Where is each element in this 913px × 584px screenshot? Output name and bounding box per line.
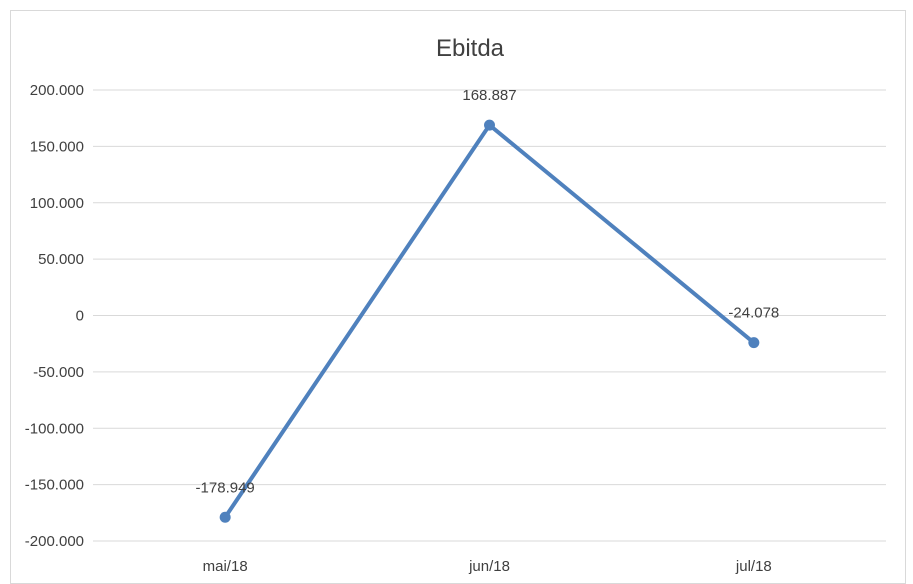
y-tick-label: 0: [76, 308, 84, 325]
data-label: -24.078: [728, 305, 779, 322]
y-tick-label: -50.000: [33, 364, 84, 381]
x-tick-label: mai/18: [203, 558, 248, 575]
y-tick-label: 200.000: [30, 82, 84, 99]
chart-title: Ebitda: [436, 35, 505, 62]
data-label: 168.887: [462, 87, 516, 104]
y-tick-label: 50.000: [38, 251, 84, 268]
chart-frame: [10, 10, 906, 584]
data-label: -178.949: [196, 479, 255, 496]
y-tick-label: -150.000: [25, 477, 84, 494]
gridlines: [93, 89, 886, 542]
series-line: [223, 123, 756, 520]
y-tick-label: 150.000: [30, 138, 84, 155]
x-tick-label: jun/18: [468, 558, 510, 575]
x-tick-label: jul/18: [735, 558, 772, 575]
y-tick-label: -200.000: [25, 533, 84, 550]
y-axis-ticks: 200.000 150.000 100.000 50.000 0 -50.000 -100.…: [25, 82, 84, 550]
data-labels: -178.949 168.887 -24.078: [196, 87, 780, 496]
y-tick-label: -100.000: [25, 420, 84, 437]
data-point: [219, 511, 231, 523]
series-ebitda: [219, 119, 760, 523]
data-point: [484, 119, 495, 131]
x-axis-ticks: mai/18 jun/18 jul/18: [203, 558, 772, 575]
y-tick-label: 100.000: [30, 195, 84, 212]
data-point: [748, 337, 760, 349]
